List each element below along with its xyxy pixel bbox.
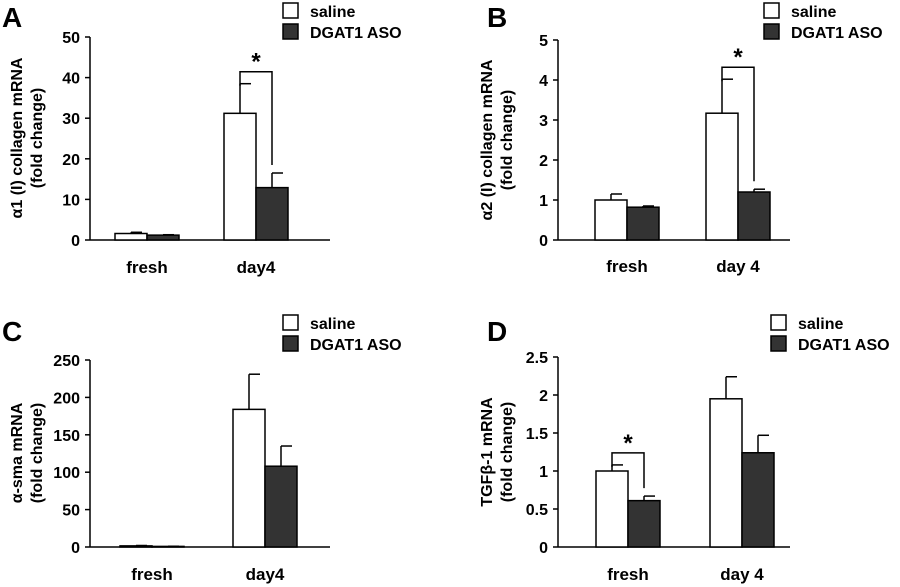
legend-swatch — [282, 314, 299, 331]
y-tick-label: 200 — [53, 390, 80, 407]
panel-label: D — [487, 316, 507, 347]
y-axis-label: α2 (I) collagen mRNA (fold change) — [479, 59, 516, 220]
x-category-label: day 4 — [716, 257, 760, 276]
y-axis-label-line: α-sma mRNA — [9, 402, 26, 503]
legend-swatch — [282, 2, 299, 19]
y-axis-label-line: (fold change) — [29, 403, 46, 503]
y-tick-label: 30 — [62, 111, 80, 128]
y-axis-label-line: (fold change) — [499, 90, 516, 190]
legend-swatch — [763, 2, 780, 19]
legend-label: saline — [791, 4, 836, 21]
x-category-label: fresh — [131, 565, 173, 584]
bar-dgat1-aso — [146, 234, 180, 241]
bar-saline — [595, 470, 629, 548]
x-category-label: day4 — [237, 258, 276, 277]
bar-saline — [223, 112, 257, 241]
y-tick-label: 250 — [53, 353, 80, 370]
significance-star: * — [623, 430, 633, 457]
y-tick-label: 40 — [62, 71, 80, 88]
bar-dgat1-aso — [627, 499, 661, 548]
legend-swatch — [770, 335, 787, 352]
y-tick-label: 50 — [62, 503, 80, 520]
significance-bracket — [611, 452, 645, 489]
legend-label: DGAT1 ASO — [791, 25, 883, 42]
chart-panel-b: B 0 1 2 3 4 5 α2 (I) collagen mRNA (fold change)… — [479, 2, 883, 276]
y-tick-label: 5 — [539, 33, 548, 50]
chart-panel-c: C 0 50 100 150 200 250 α-sma mRNA (fold change) f… — [2, 314, 402, 584]
legend-swatch — [770, 314, 787, 331]
y-tick-label: 20 — [62, 152, 80, 169]
legend-swatch — [282, 23, 299, 40]
panel-label: C — [2, 316, 22, 347]
y-tick-label: 2 — [539, 153, 548, 170]
x-category-label: fresh — [606, 257, 648, 276]
y-tick-label: 0 — [71, 233, 80, 250]
x-category-label: day4 — [246, 565, 285, 584]
y-tick-label: 4 — [539, 73, 548, 90]
y-tick-label: 0 — [539, 540, 548, 557]
y-tick-label: 150 — [53, 428, 80, 445]
legend-label: saline — [310, 4, 355, 21]
y-axis-label-line: α2 (I) collagen mRNA — [479, 59, 496, 220]
significance-bracket — [721, 66, 755, 182]
bar-dgat1-aso — [255, 186, 289, 241]
legend-swatch — [763, 23, 780, 40]
x-category-label: fresh — [607, 565, 649, 584]
bar-saline — [232, 408, 266, 548]
legend-label: saline — [310, 316, 355, 333]
y-axis-label: α1 (I) collagen mRNA (fold change) — [9, 57, 46, 218]
y-tick-label: 0 — [539, 233, 548, 250]
legend-swatch — [282, 335, 299, 352]
y-axis-label-line: TGFβ-1 mRNA — [479, 397, 496, 507]
bar-dgat1-aso — [264, 465, 298, 548]
bar-saline — [594, 199, 628, 241]
y-axis-label-line: α1 (I) collagen mRNA — [9, 57, 26, 218]
panel-label: A — [2, 2, 22, 33]
bar-saline — [709, 398, 743, 548]
y-axis-label: TGFβ-1 mRNA (fold change) — [479, 397, 516, 507]
y-tick-label: 1.5 — [526, 426, 548, 443]
y-axis-label-line: (fold change) — [29, 88, 46, 188]
chart-panel-a: A 0 10 20 30 40 50 α1 (I) collagen mRNA (fold ch… — [2, 2, 402, 277]
y-tick-label: 0 — [71, 540, 80, 557]
bar-dgat1-aso — [737, 191, 771, 241]
significance-bracket — [239, 70, 273, 166]
x-category-label: day 4 — [720, 565, 764, 584]
legend-label: DGAT1 ASO — [310, 25, 402, 42]
chart-panel-d: D 0 0.5 1 1.5 2 2.5 TGFβ-1 mRNA (fold change) fre… — [479, 314, 890, 584]
y-tick-label: 50 — [62, 30, 80, 47]
bar-saline — [114, 232, 148, 241]
panel-label: B — [487, 2, 507, 33]
significance-star: * — [251, 49, 261, 76]
legend-label: saline — [798, 316, 843, 333]
significance-star: * — [733, 44, 743, 71]
y-tick-label: 10 — [62, 192, 80, 209]
y-axis-label: α-sma mRNA (fold change) — [9, 402, 46, 503]
y-tick-label: 100 — [53, 465, 80, 482]
y-tick-label: 2.5 — [526, 350, 548, 367]
y-tick-label: 3 — [539, 113, 548, 130]
x-category-label: fresh — [126, 258, 168, 277]
y-tick-label: 1 — [539, 193, 548, 210]
legend-label: DGAT1 ASO — [310, 337, 402, 354]
bar-saline — [705, 112, 739, 241]
y-axis-label-line: (fold change) — [499, 402, 516, 502]
y-tick-label: 2 — [539, 388, 548, 405]
y-tick-label: 0.5 — [526, 502, 548, 519]
bar-dgat1-aso — [741, 452, 775, 548]
bar-dgat1-aso — [626, 206, 660, 241]
legend-label: DGAT1 ASO — [798, 337, 890, 354]
y-tick-label: 1 — [539, 464, 548, 481]
